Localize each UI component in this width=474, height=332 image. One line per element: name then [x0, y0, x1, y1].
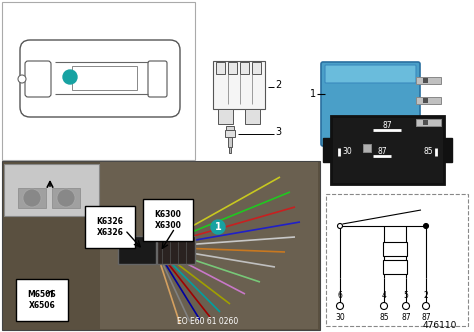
Bar [416, 119, 441, 126]
Bar [18, 188, 46, 208]
Bar [326, 194, 468, 326]
Text: 476110: 476110 [423, 320, 457, 329]
Bar [228, 62, 237, 74]
Circle shape [423, 223, 428, 228]
Circle shape [424, 224, 428, 228]
Text: 2: 2 [275, 80, 281, 90]
Text: 85: 85 [423, 147, 433, 156]
Bar [213, 61, 265, 109]
Circle shape [57, 189, 75, 207]
Circle shape [337, 223, 343, 228]
FancyBboxPatch shape [325, 65, 416, 83]
Bar [416, 77, 441, 84]
Bar [423, 78, 428, 83]
Bar [2, 2, 195, 160]
Bar [225, 130, 235, 137]
Bar [118, 236, 156, 264]
Bar [228, 137, 232, 147]
Text: 2: 2 [424, 290, 428, 299]
Bar [323, 138, 331, 162]
Bar [245, 109, 260, 124]
Bar [100, 162, 318, 329]
Circle shape [63, 70, 77, 84]
Circle shape [18, 75, 26, 83]
Text: 87: 87 [377, 147, 387, 156]
Bar [157, 236, 195, 264]
Bar [363, 144, 371, 152]
Circle shape [381, 302, 388, 309]
Bar [252, 62, 261, 74]
Text: 1: 1 [67, 72, 73, 82]
Text: 5: 5 [403, 290, 409, 299]
Bar [383, 260, 407, 274]
Bar [216, 62, 225, 74]
Text: 4: 4 [382, 290, 386, 299]
Bar [4, 164, 99, 216]
Bar [2, 161, 320, 330]
Bar [226, 126, 234, 130]
Circle shape [211, 220, 225, 234]
Circle shape [422, 302, 429, 309]
Text: 85: 85 [379, 312, 389, 321]
Text: 87: 87 [382, 122, 392, 130]
Bar [444, 138, 452, 162]
Bar [229, 147, 231, 153]
Bar [240, 62, 249, 74]
Text: 30: 30 [342, 147, 352, 156]
FancyBboxPatch shape [321, 62, 420, 146]
Text: 3: 3 [275, 127, 281, 137]
FancyBboxPatch shape [25, 61, 51, 97]
Bar [218, 109, 233, 124]
Bar [423, 98, 428, 103]
FancyBboxPatch shape [20, 40, 180, 117]
Circle shape [337, 302, 344, 309]
FancyBboxPatch shape [148, 61, 167, 97]
Text: K6300
X6300: K6300 X6300 [155, 210, 182, 230]
Text: M6506
X6506: M6506 X6506 [27, 290, 56, 310]
Bar [331, 116, 444, 184]
Text: K6326
X6326: K6326 X6326 [97, 217, 123, 237]
Text: 87: 87 [401, 312, 411, 321]
Bar [72, 66, 137, 90]
Bar [52, 188, 80, 208]
Text: 87: 87 [421, 312, 431, 321]
Text: 1: 1 [215, 222, 221, 232]
Text: EO E60 61 0260: EO E60 61 0260 [177, 317, 238, 326]
Text: 1: 1 [310, 89, 316, 99]
Circle shape [23, 189, 41, 207]
Text: 6: 6 [337, 290, 342, 299]
Bar [383, 242, 407, 256]
Bar [416, 97, 441, 104]
Bar [423, 120, 428, 125]
Text: 30: 30 [335, 312, 345, 321]
Circle shape [402, 302, 410, 309]
